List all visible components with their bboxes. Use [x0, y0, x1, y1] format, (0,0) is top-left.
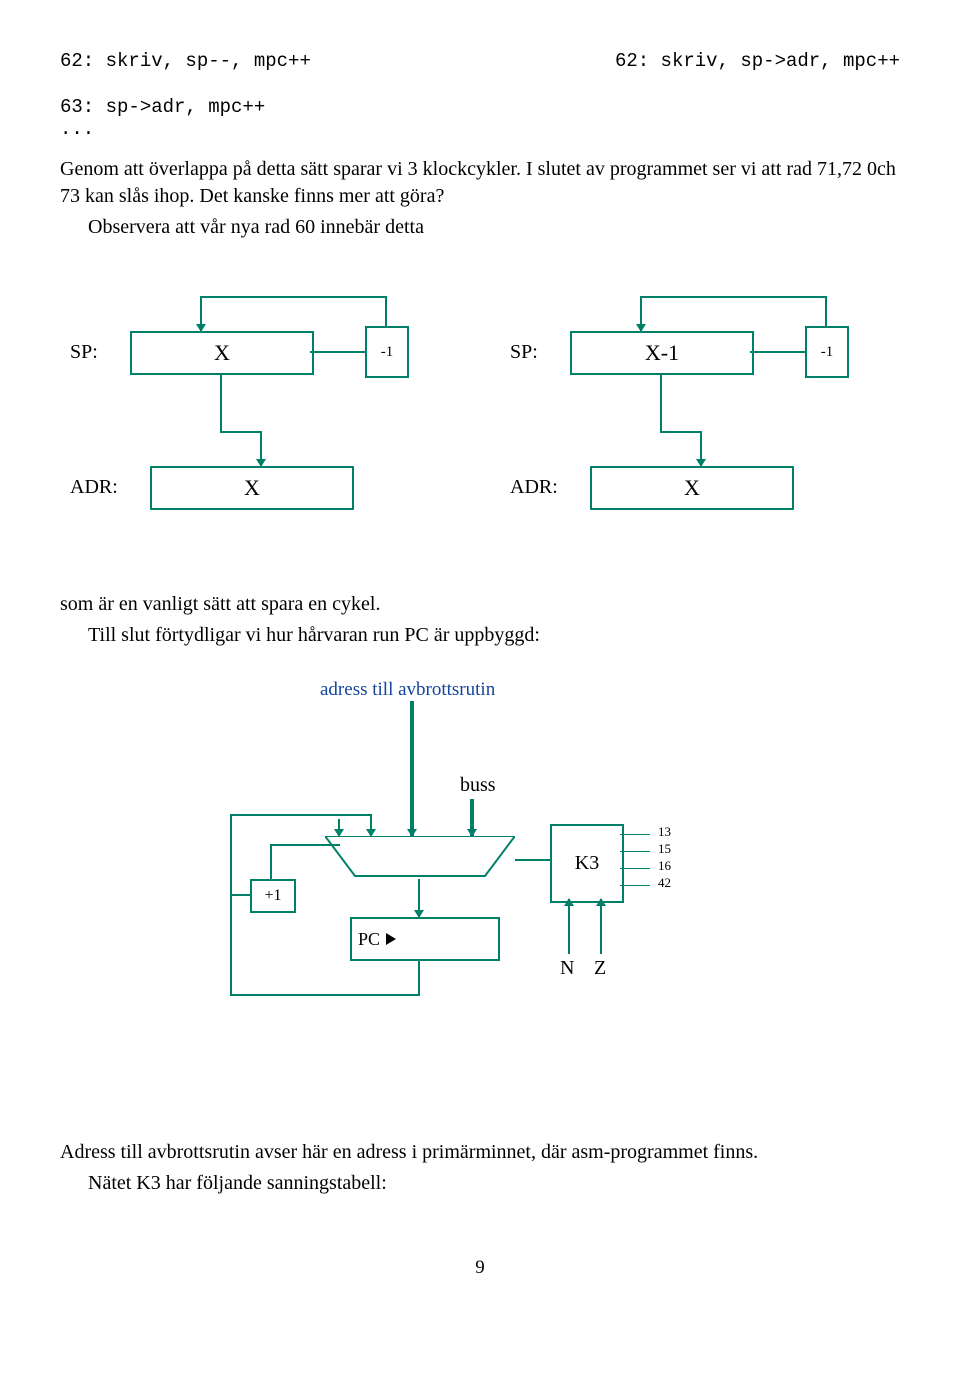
- code-line-1-left: 62: skriv, sp--, mpc++: [60, 50, 311, 72]
- register-diagram-row: SP: X -1 ADR: X SP: X-1 -1 ADR: X: [60, 281, 900, 541]
- num-13: 13: [658, 824, 671, 840]
- paragraph-1: Genom att överlappa på detta sätt sparar…: [60, 156, 900, 210]
- paragraph-2-indent: Till slut förtydligar vi hur hårvaran ru…: [60, 622, 900, 649]
- n-label: N: [560, 957, 574, 980]
- code-line-2: 63: sp->adr, mpc++: [60, 96, 900, 118]
- num-42: 42: [658, 875, 671, 891]
- page-number: 9: [60, 1257, 900, 1279]
- dec-box-right: -1: [805, 326, 849, 378]
- adr-label-right: ADR:: [510, 476, 558, 499]
- clock-triangle-icon: [386, 933, 396, 945]
- adr-box-right: X: [590, 466, 794, 510]
- code-line-1-right: 62: skriv, sp->adr, mpc++: [615, 50, 900, 72]
- pc-label: PC: [358, 929, 380, 950]
- interrupt-address-label: adress till avbrottsrutin: [320, 679, 495, 701]
- adr-box-left: X: [150, 466, 354, 510]
- k3-box: K3: [550, 824, 624, 903]
- mux-trapezoid: [325, 836, 515, 881]
- code-line-3: ...: [60, 118, 900, 140]
- dec-box-left: -1: [365, 326, 409, 378]
- num-15: 15: [658, 841, 671, 857]
- num-16: 16: [658, 858, 671, 874]
- hardware-diagram: adress till avbrottsrutin buss PC +1 K3 …: [180, 679, 780, 1099]
- register-diagram-left: SP: X -1 ADR: X: [70, 281, 450, 541]
- paragraph-3-indent: Nätet K3 har följande sanningstabell:: [60, 1170, 900, 1197]
- sp-box-left: X: [130, 331, 314, 375]
- paragraph-2: som är en vanligt sätt att spara en cyke…: [60, 591, 900, 618]
- adr-label-left: ADR:: [70, 476, 118, 499]
- sp-label-left: SP:: [70, 341, 98, 364]
- plus1-box: +1: [250, 879, 296, 913]
- z-label: Z: [594, 957, 606, 980]
- pc-box: PC: [350, 917, 500, 961]
- buss-label: buss: [460, 774, 496, 797]
- register-diagram-right: SP: X-1 -1 ADR: X: [510, 281, 890, 541]
- sp-label-right: SP:: [510, 341, 538, 364]
- sp-box-right: X-1: [570, 331, 754, 375]
- paragraph-1-indent: Observera att vår nya rad 60 innebär det…: [60, 214, 900, 241]
- paragraph-3: Adress till avbrottsrutin avser här en a…: [60, 1139, 900, 1166]
